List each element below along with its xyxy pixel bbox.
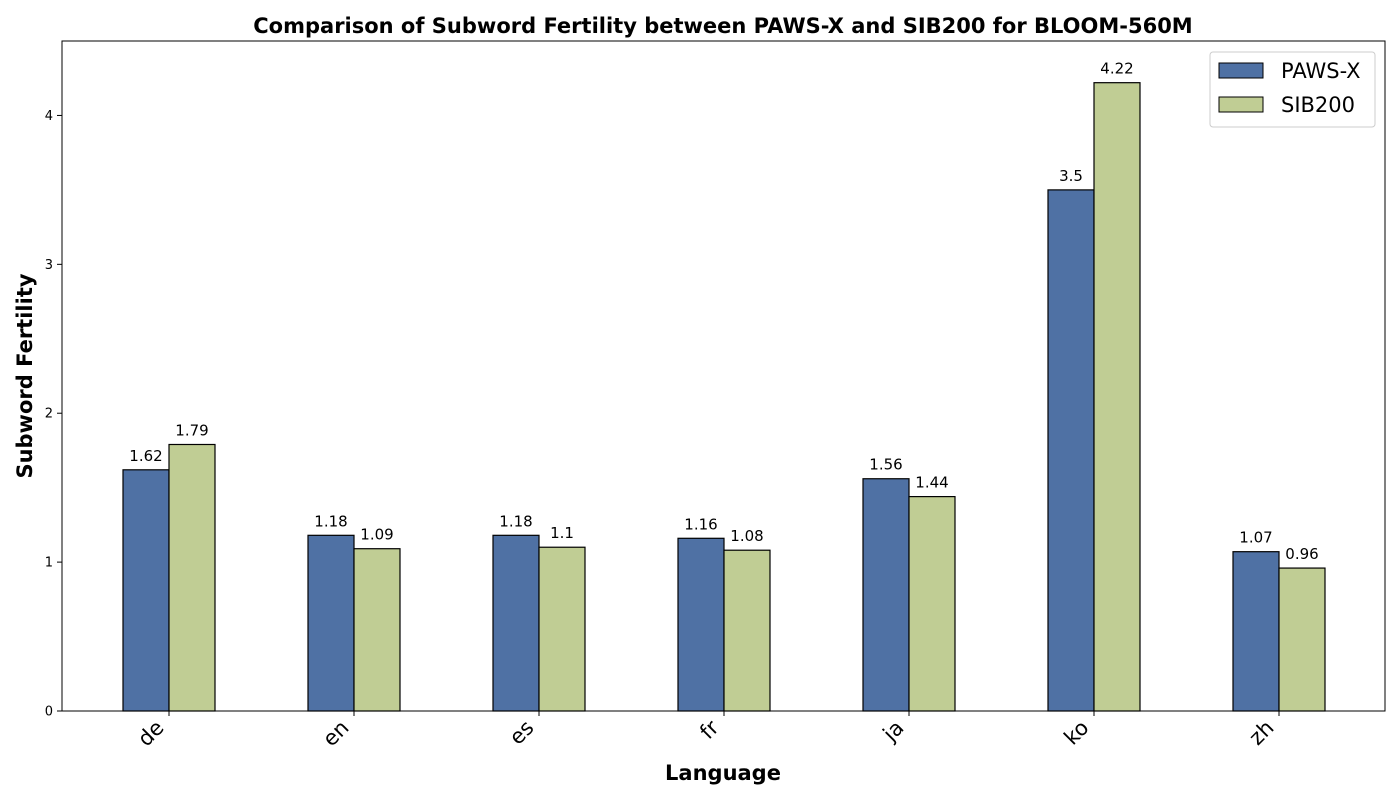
bar-sib200-ko: [1093, 82, 1141, 712]
bar-label-sib200-zh: 0.96: [1285, 545, 1318, 563]
y-ticks-layer: 0 1 2 3 4: [45, 109, 62, 720]
bars-layer: [122, 82, 1326, 712]
x-tick-label-fr: fr: [695, 715, 724, 744]
legend-swatch-paws-x: [1218, 62, 1264, 79]
x-tick-label-zh: zh: [1244, 716, 1278, 750]
x-tick-label-ko: ko: [1059, 716, 1093, 750]
bar-label-sib200-en: 1.09: [360, 526, 393, 544]
x-tick-label-en: en: [318, 716, 354, 752]
bar-paws-x-de: [122, 469, 170, 712]
y-tick-label: 3: [45, 258, 53, 273]
bar-paws-x-ja: [862, 478, 910, 712]
bar-sib200-de: [168, 443, 216, 712]
bar-label-paws-x-fr: 1.16: [684, 515, 717, 533]
x-tick-label-es: es: [505, 716, 539, 750]
bar-label-sib200-ko: 4.22: [1100, 60, 1133, 78]
bar-label-sib200-fr: 1.08: [730, 527, 763, 545]
x-ticks-layer: de en es fr ja ko zh: [133, 711, 1280, 752]
bar-label-paws-x-ko: 3.5: [1059, 167, 1083, 185]
x-tick-label-ja: ja: [878, 716, 909, 747]
bar-label-paws-x-zh: 1.07: [1239, 529, 1272, 547]
chart-title: Comparison of Subword Fertility between …: [253, 14, 1192, 38]
bar-label-sib200-es: 1.1: [550, 524, 574, 542]
bar-paws-x-zh: [1232, 551, 1280, 712]
bar-label-paws-x-es: 1.18: [499, 512, 532, 530]
y-tick-label: 1: [45, 556, 53, 571]
bar-sib200-fr: [723, 549, 771, 712]
legend-label-paws-x: PAWS-X: [1281, 59, 1361, 83]
legend-label-sib200: SIB200: [1281, 93, 1355, 117]
y-tick-label: 4: [45, 109, 53, 124]
bar-label-paws-x-de: 1.62: [129, 447, 162, 465]
bar-sib200-ja: [908, 496, 956, 712]
x-tick-label-de: de: [133, 716, 169, 752]
plot-frame: [61, 40, 1386, 712]
bar-sib200-zh: [1278, 567, 1326, 712]
y-tick-label: 0: [45, 705, 53, 720]
bar-sib200-es: [538, 546, 586, 712]
y-tick-label: 2: [45, 407, 53, 422]
x-axis-label: Language: [665, 761, 781, 785]
bar-paws-x-fr: [677, 537, 725, 712]
bar-label-paws-x-en: 1.18: [314, 512, 347, 530]
bar-label-sib200-ja: 1.44: [915, 474, 948, 492]
bar-sib200-en: [353, 548, 401, 712]
legend-swatch-sib200: [1218, 96, 1264, 113]
bar-labels-layer: 1.62 1.18 1.18 1.16 1.56 3.5 1.07 1.79 1.09 1.1 1.…: [129, 60, 1318, 563]
bar-label-sib200-de: 1.79: [175, 421, 208, 439]
bar-paws-x-ko: [1047, 189, 1095, 712]
bar-label-paws-x-ja: 1.56: [869, 456, 902, 474]
bar-paws-x-en: [307, 534, 355, 712]
y-axis-label: Subword Fertility: [13, 273, 37, 478]
bar-paws-x-es: [492, 534, 540, 712]
legend: PAWS-X SIB200: [1209, 51, 1376, 128]
